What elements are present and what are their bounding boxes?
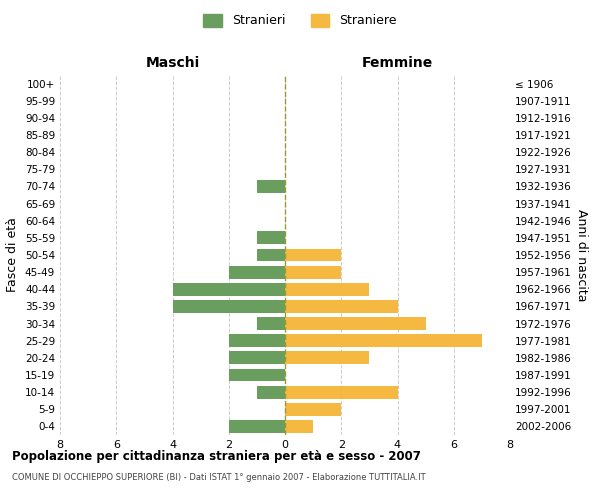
Bar <box>285 283 370 296</box>
Bar <box>285 248 341 262</box>
Bar <box>285 403 341 415</box>
Bar <box>229 266 285 278</box>
Bar <box>257 248 285 262</box>
Bar <box>173 283 285 296</box>
Bar <box>285 266 341 278</box>
Bar <box>257 317 285 330</box>
Text: Popolazione per cittadinanza straniera per età e sesso - 2007: Popolazione per cittadinanza straniera p… <box>12 450 421 463</box>
Bar <box>229 368 285 382</box>
Bar <box>285 300 398 313</box>
Text: Femmine: Femmine <box>362 56 433 70</box>
Bar <box>285 317 425 330</box>
Bar <box>173 300 285 313</box>
Bar <box>229 352 285 364</box>
Bar <box>285 334 482 347</box>
Text: COMUNE DI OCCHIEPPO SUPERIORE (BI) - Dati ISTAT 1° gennaio 2007 - Elaborazione T: COMUNE DI OCCHIEPPO SUPERIORE (BI) - Dat… <box>12 472 425 482</box>
Text: Maschi: Maschi <box>145 56 200 70</box>
Bar <box>257 232 285 244</box>
Bar <box>257 386 285 398</box>
Y-axis label: Anni di nascita: Anni di nascita <box>575 209 588 301</box>
Bar <box>229 334 285 347</box>
Bar <box>285 386 398 398</box>
Y-axis label: Fasce di età: Fasce di età <box>7 218 19 292</box>
Bar <box>257 180 285 193</box>
Legend: Stranieri, Straniere: Stranieri, Straniere <box>198 8 402 32</box>
Bar <box>285 352 370 364</box>
Bar <box>285 420 313 433</box>
Bar <box>229 420 285 433</box>
